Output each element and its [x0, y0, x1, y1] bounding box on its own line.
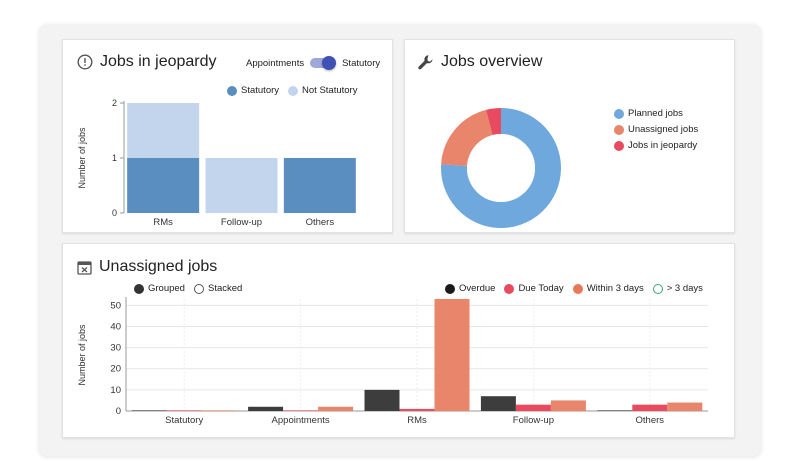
legend-item-within-3-days[interactable]: Within 3 days	[572, 283, 644, 294]
bar-due-today	[283, 410, 319, 411]
bar-within-3-days	[318, 406, 354, 411]
legend-dot	[227, 85, 237, 96]
bar-overdue	[480, 396, 516, 411]
wrench-icon	[417, 54, 434, 71]
mode-options: Grouped Stacked	[134, 283, 251, 294]
toggle-left-label: Appointments	[246, 57, 305, 69]
donut-slice-jobs-in-jeopardy	[486, 108, 502, 136]
bar-overdue	[131, 410, 167, 411]
bar-statutory	[127, 158, 200, 213]
bar-within-3-days	[201, 410, 237, 411]
radio-selected	[134, 283, 144, 294]
legend-dot	[614, 108, 624, 119]
overview-donut-chart	[441, 108, 561, 228]
x-tick-label: RMs	[407, 415, 427, 426]
legend-dot	[572, 283, 583, 294]
y-tick-label: 0	[116, 406, 121, 417]
y-tick-label: 20	[110, 364, 121, 375]
bar-within-3-days	[667, 402, 703, 411]
x-tick-label: Follow-up	[513, 415, 554, 426]
x-tick-label: Others	[636, 415, 665, 426]
bar-not-statutory	[127, 103, 200, 158]
legend-dot	[652, 283, 663, 294]
overview-title: Jobs overview	[417, 53, 542, 71]
unassigned-card: Unassigned jobs Grouped Stacked Overdue …	[62, 243, 735, 438]
option-stacked[interactable]: Stacked	[193, 283, 242, 294]
bar-due-today	[515, 404, 551, 411]
y-axis-label: Number of jobs	[77, 127, 87, 189]
jeopardy-title-text: Jobs in jeopardy	[100, 53, 217, 70]
legend-dot	[445, 283, 455, 294]
legend-dot	[614, 140, 624, 151]
bar-within-3-days	[434, 299, 470, 411]
donut-slice-unassigned-jobs	[441, 109, 494, 167]
legend-item-unassigned[interactable]: Unassigned jobs	[614, 124, 698, 135]
legend-item-planned[interactable]: Planned jobs	[614, 108, 698, 119]
unassigned-title-text: Unassigned jobs	[99, 258, 218, 275]
y-tick-label: 1	[112, 153, 117, 163]
bar-overdue	[248, 406, 284, 411]
bar-due-today	[166, 410, 202, 411]
radio-unselected	[193, 283, 204, 294]
legend-item-not-statutory[interactable]: Not Statutory	[288, 85, 357, 96]
alert-circle-icon	[77, 54, 93, 70]
jeopardy-chart: 0 1 2 Number of jobs RMs Follow-up Others	[77, 98, 356, 228]
y-tick-label: 40	[110, 321, 121, 332]
bar-overdue	[597, 410, 633, 411]
donut-hole	[467, 134, 535, 202]
unassigned-title: Unassigned jobs	[77, 258, 217, 276]
type-toggle[interactable]	[310, 56, 337, 70]
y-tick-label: 30	[110, 343, 121, 354]
y-axis-label: Number of jobs	[77, 324, 87, 386]
bar-statutory	[283, 158, 356, 213]
y-tick-label: 10	[110, 385, 121, 396]
jeopardy-title: Jobs in jeopardy	[77, 53, 217, 71]
jeopardy-card: Jobs in jeopardy Appointments Statutory …	[62, 39, 393, 233]
legend-item-jeopardy[interactable]: Jobs in jeopardy	[614, 140, 698, 151]
x-tick-label: Others	[306, 217, 335, 228]
y-tick-label: 2	[112, 98, 117, 108]
bar-due-today	[632, 404, 668, 411]
overview-card: Jobs overview Planned jobs Unassigned jo…	[404, 39, 735, 233]
y-tick-label: 0	[112, 208, 117, 218]
legend-item-statutory[interactable]: Statutory	[227, 85, 279, 96]
bar-due-today	[399, 408, 435, 411]
legend-dot	[614, 124, 624, 135]
bar-within-3-days	[550, 400, 586, 411]
unassigned-chart: 0 10 20 30 40 50 Number of jobs Statutory Appoin…	[77, 297, 708, 426]
toggle-right-label: Statutory	[342, 57, 381, 69]
y-tick-label: 50	[110, 300, 121, 311]
bar-not-statutory	[205, 158, 278, 213]
option-grouped[interactable]: Grouped	[134, 283, 185, 294]
donut-slice-planned-jobs	[441, 108, 561, 228]
unassigned-legend: Overdue Due Today Within 3 days > 3 days	[445, 283, 712, 294]
legend-dot	[504, 283, 515, 294]
legend-item-over-3-days[interactable]: > 3 days	[652, 283, 703, 294]
overview-title-text: Jobs overview	[441, 53, 543, 70]
x-tick-label: RMs	[153, 217, 173, 228]
x-tick-label: Appointments	[272, 415, 330, 426]
legend-item-overdue[interactable]: Overdue	[445, 283, 495, 294]
calendar-x-icon	[77, 260, 92, 275]
overview-legend: Planned jobs Unassigned jobs Jobs in jeo…	[614, 108, 698, 151]
legend-dot	[288, 85, 299, 96]
bar-overdue	[364, 389, 400, 411]
type-toggle-group: Appointments Statutory	[246, 56, 380, 70]
x-tick-label: Statutory	[165, 415, 203, 426]
x-tick-label: Follow-up	[221, 217, 262, 228]
legend-item-due-today[interactable]: Due Today	[504, 283, 564, 294]
jeopardy-legend: Statutory Not Statutory	[227, 85, 366, 96]
